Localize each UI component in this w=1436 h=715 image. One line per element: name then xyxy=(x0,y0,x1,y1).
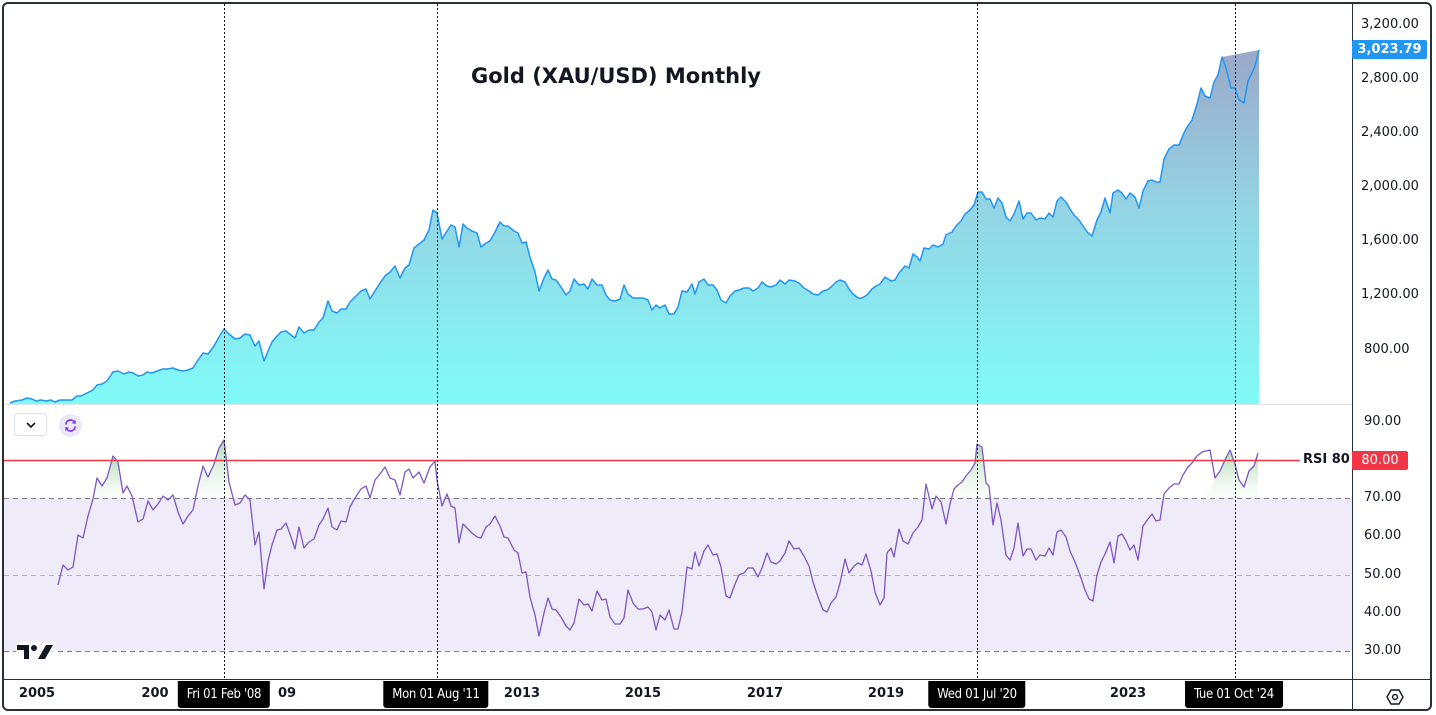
price-tick: 1,200.00 xyxy=(1361,287,1419,302)
collapse-pane-button[interactable] xyxy=(14,413,47,436)
time-tick: 2023 xyxy=(1109,686,1147,701)
tradingview-logo[interactable] xyxy=(16,642,56,661)
date-badge-oct-24: Tue 01 Oct '24 xyxy=(1185,681,1283,708)
price-tick: 800.00 xyxy=(1364,342,1410,357)
time-tick: 2013 xyxy=(503,686,541,701)
rsi-tick: 30.00 xyxy=(1364,643,1402,658)
rsi-tick: 40.00 xyxy=(1364,605,1402,620)
rsi-tick: 90.00 xyxy=(1364,414,1402,429)
price-tick: 2,400.00 xyxy=(1361,125,1419,140)
time-tick: 09 xyxy=(277,686,297,701)
chevron-down-icon xyxy=(25,421,36,428)
rsi-tick: 60.00 xyxy=(1364,528,1402,543)
rsi-line xyxy=(57,439,1259,637)
chart-settings-button[interactable] xyxy=(1383,686,1407,708)
time-tick: 2017 xyxy=(746,686,784,701)
date-badge-jul-20: Wed 01 Jul '20 xyxy=(928,681,1026,708)
settings-hexagon-icon xyxy=(1386,689,1404,705)
refresh-icon xyxy=(64,419,77,432)
time-tick: 2019 xyxy=(867,686,905,701)
refresh-button[interactable] xyxy=(59,414,82,437)
chart-title: Gold (XAU/USD) Monthly xyxy=(471,64,761,88)
price-area-series xyxy=(9,49,1260,404)
time-tick: 200 xyxy=(141,686,169,701)
rsi-80-badge: 80.00 xyxy=(1352,451,1408,470)
date-badge-aug-11: Mon 01 Aug '11 xyxy=(383,681,489,708)
time-tick: 2005 xyxy=(18,686,56,701)
price-tick: 2,000.00 xyxy=(1361,179,1419,194)
last-price-badge: 3,023.79 xyxy=(1352,40,1427,59)
time-tick: 2015 xyxy=(624,686,662,701)
date-marker-lines xyxy=(224,4,1236,680)
price-tick: 1,600.00 xyxy=(1361,233,1419,248)
rsi-80-label: RSI 80 xyxy=(1300,452,1353,467)
price-tick: 2,800.00 xyxy=(1361,71,1419,86)
rsi-overbought-fill xyxy=(93,440,1258,498)
rsi-tick: 70.00 xyxy=(1364,490,1402,505)
date-badge-feb-08: Fri 01 Feb '08 xyxy=(177,681,271,708)
price-tick: 3,200.00 xyxy=(1361,17,1419,32)
rsi-band-background xyxy=(4,498,1352,651)
rsi-tick: 50.00 xyxy=(1364,567,1402,582)
